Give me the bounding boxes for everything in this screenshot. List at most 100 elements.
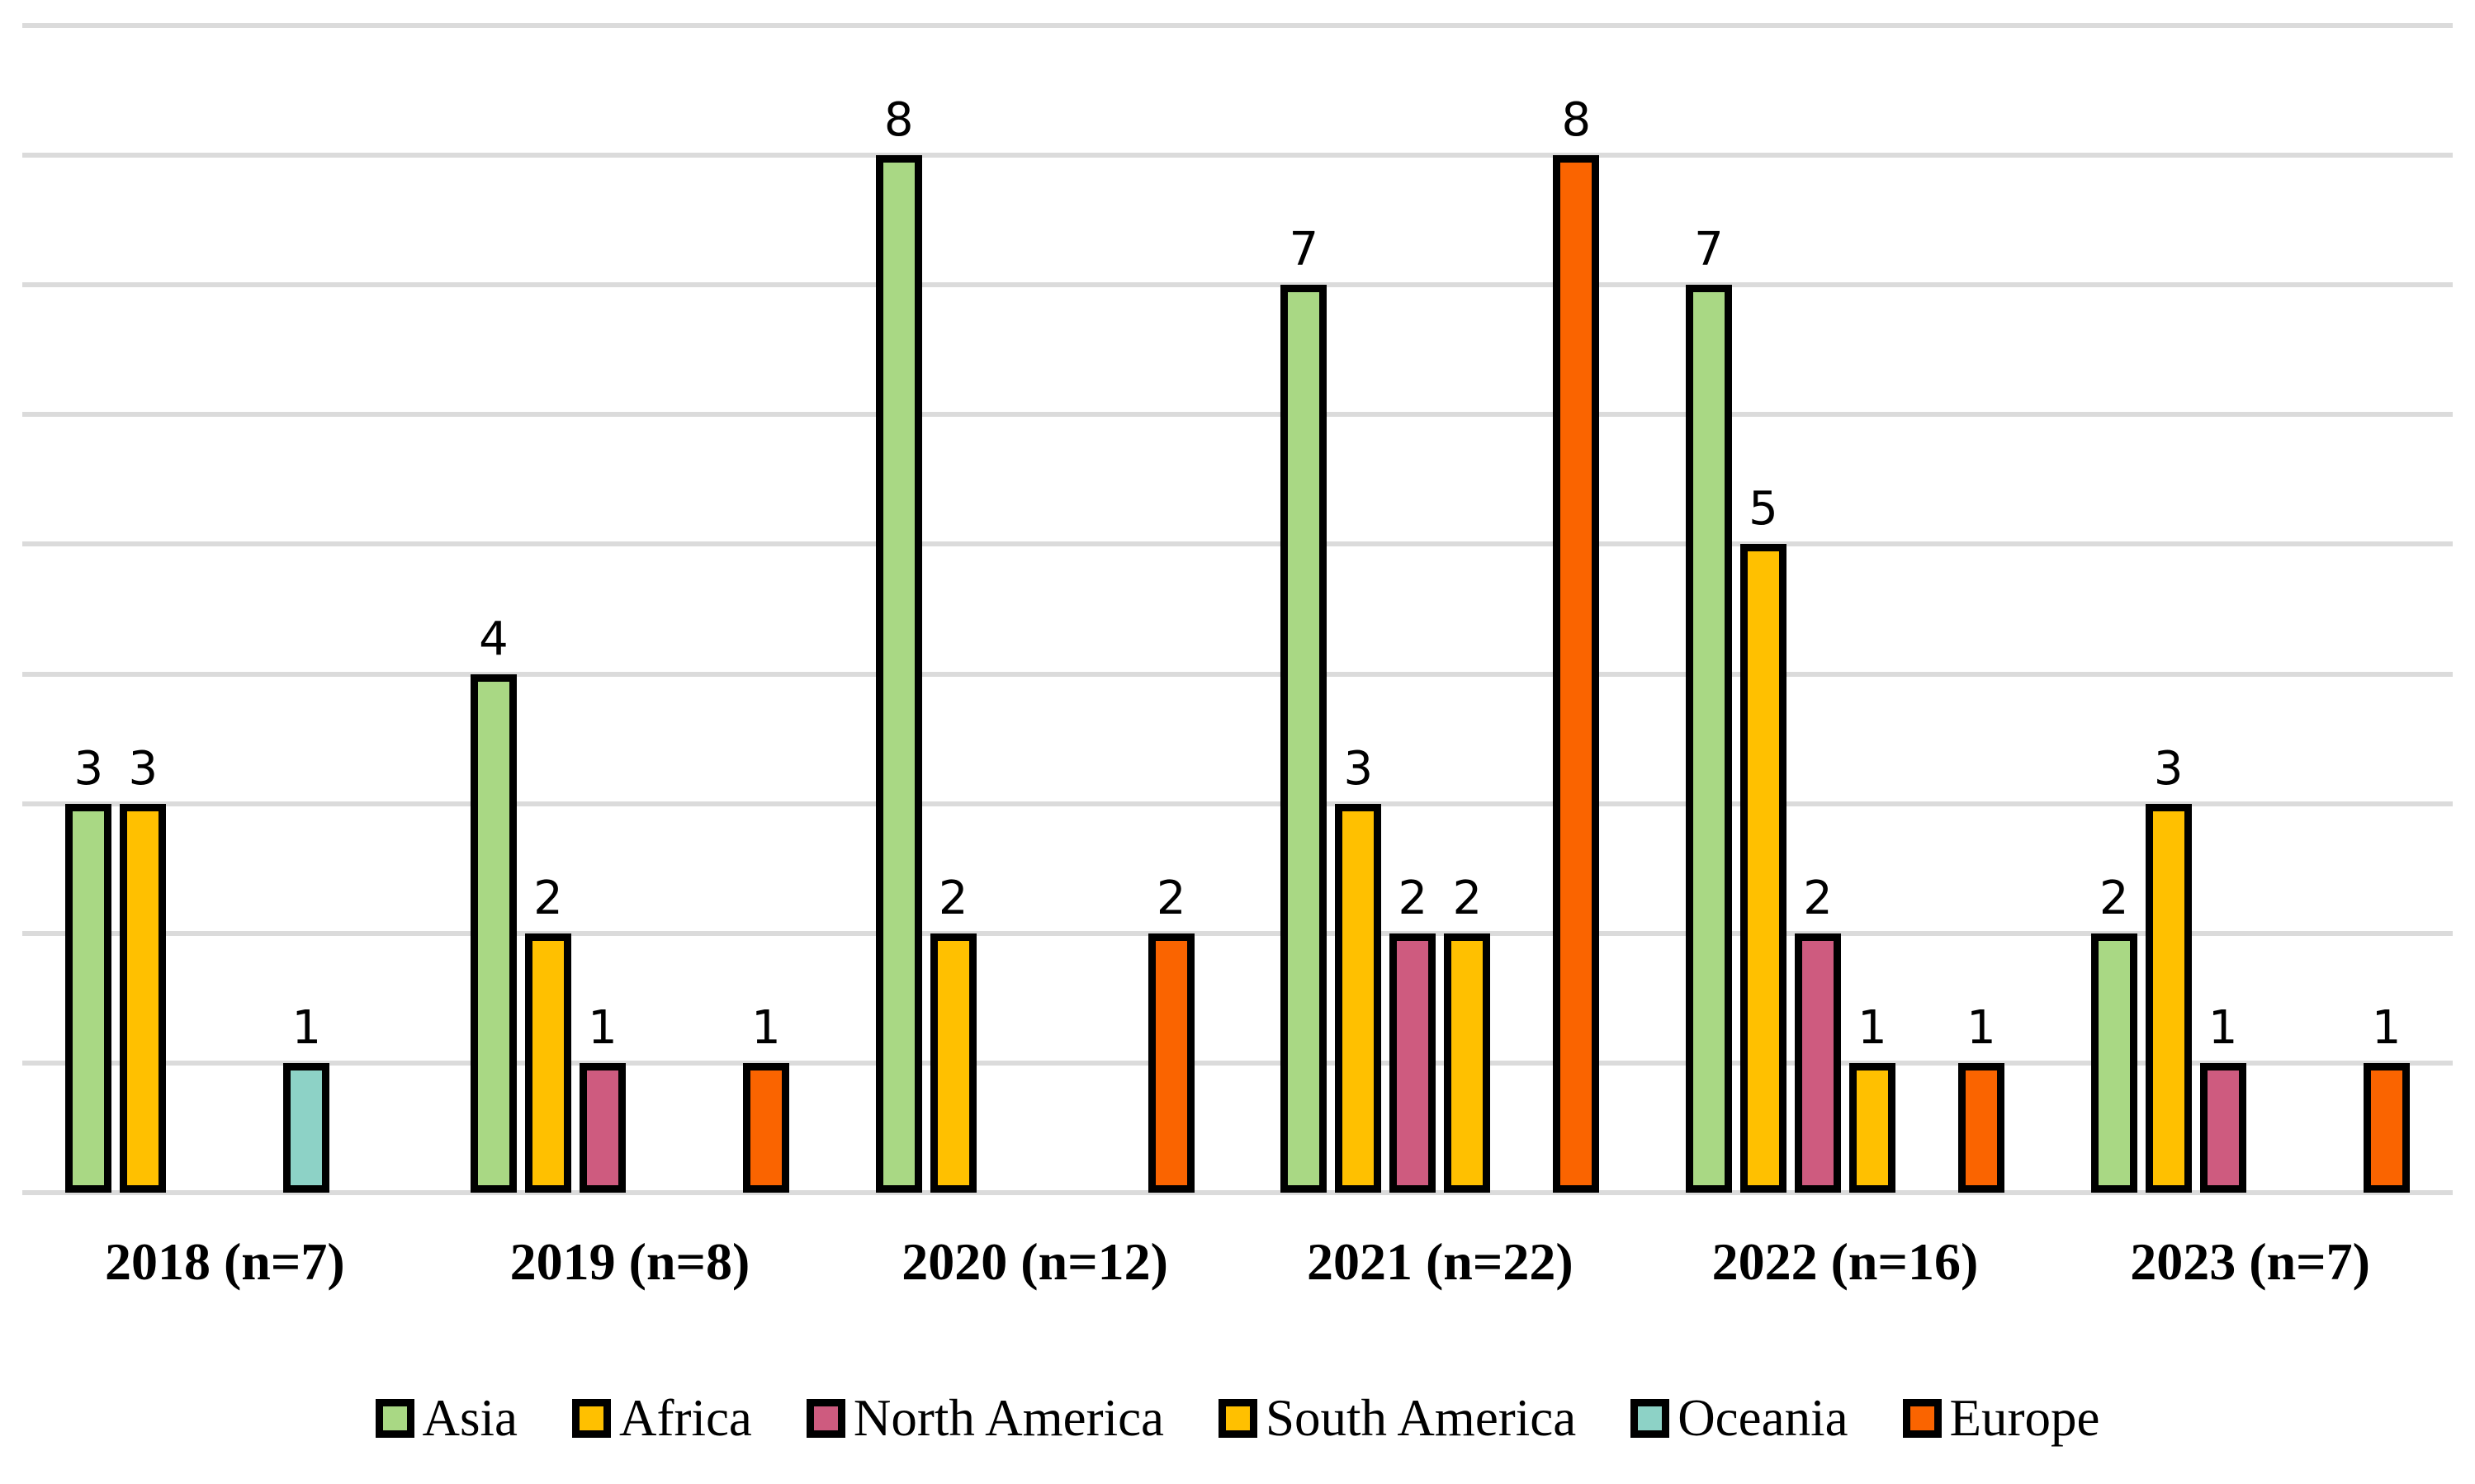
legend-item-north-america: North America [806,1388,1164,1449]
bar-slot-south-america-2018-n-7 [229,26,275,1193]
axis-label-2022-n-16: 2022 (n=16) [1711,1232,1979,1291]
bar-north-america-2019-n-8 [579,1062,626,1193]
bar-slot-oceania-2023-n-7 [2309,26,2355,1193]
bar-slot-asia-2020-n-12: 8 [875,26,922,1193]
axis-label-2023-n-7: 2023 (n=7) [2130,1232,2370,1291]
bar-value-north-america-2019-n-8: 1 [588,1000,618,1055]
bar-slot-north-america-2018-n-7 [174,26,220,1193]
bar-slot-asia-2018-n-7: 3 [65,26,112,1193]
gridline-y9 [22,23,2453,28]
bar-group-2023-n-7: 2 3 1 1 [2047,26,2453,1193]
bar-slot-north-america-2020-n-12 [985,26,1031,1193]
bar-slot-asia-2019-n-8: 4 [470,26,517,1193]
bar-africa-2020-n-12 [930,933,977,1193]
legend-swatch-icon-north-america [806,1399,845,1438]
bar-value-africa-2019-n-8: 2 [533,871,563,925]
bar-value-south-america-2022-n-16: 1 [1857,1000,1887,1055]
bar-value-north-america-2023-n-7: 1 [2208,1000,2238,1055]
bar-value-africa-2023-n-7: 3 [2153,741,2184,796]
legend-item-south-america: South America [1219,1388,1576,1449]
bar-south-america-2022-n-16 [1848,1062,1895,1193]
bar-value-europe-2022-n-16: 1 [1966,1000,1996,1055]
bar-group-2020-n-12: 8 2 2 [832,26,1238,1193]
bar-group-2022-n-16: 7 5 2 1 1 [1643,26,2048,1193]
bar-slot-oceania-2022-n-16 [1904,26,1950,1193]
bar-slot-south-america-2020-n-12 [1039,26,1086,1193]
bar-oceania-2018-n-7 [283,1062,330,1193]
bar-south-america-2021-n-22 [1444,933,1491,1193]
legend-label-south-america: South America [1266,1389,1577,1447]
legend-swatch-icon-europe [1902,1399,1942,1438]
legend-item-asia: Asia [375,1388,518,1449]
bar-value-europe-2023-n-7: 1 [2371,1000,2402,1055]
bar-slot-oceania-2020-n-12 [1094,26,1140,1193]
bar-europe-2022-n-16 [1957,1062,2004,1193]
legend-item-oceania: Oceania [1630,1388,1848,1449]
gridline-y5 [22,541,2453,547]
gridline-y2 [22,930,2453,936]
bar-north-america-2022-n-16 [1794,933,1841,1193]
bar-slot-europe-2023-n-7: 1 [2363,26,2410,1193]
bar-slot-africa-2021-n-22: 3 [1335,26,1382,1193]
legend-label-asia: Asia [422,1389,518,1447]
bar-slot-oceania-2021-n-22 [1498,26,1545,1193]
axis-label-2019-n-8: 2019 (n=8) [509,1232,750,1291]
bar-africa-2019-n-8 [524,933,571,1193]
bar-slot-europe-2021-n-22: 8 [1553,26,1600,1193]
bar-slot-north-america-2022-n-16: 2 [1794,26,1841,1193]
bar-slot-africa-2023-n-7: 3 [2145,26,2192,1193]
bar-slot-oceania-2019-n-8 [689,26,735,1193]
bar-slot-africa-2022-n-16: 5 [1739,26,1786,1193]
bar-asia-2020-n-12 [875,155,922,1193]
bar-north-america-2021-n-22 [1389,933,1436,1193]
bar-europe-2021-n-22 [1553,155,1600,1193]
bar-slot-asia-2022-n-16: 7 [1685,26,1732,1193]
bar-slot-europe-2022-n-16: 1 [1957,26,2004,1193]
bar-value-europe-2019-n-8: 1 [751,1000,781,1055]
bar-africa-2022-n-16 [1739,544,1786,1193]
bar-slot-europe-2020-n-12: 2 [1148,26,1195,1193]
legend-label-oceania: Oceania [1678,1389,1848,1447]
bar-group-2019-n-8: 4 2 1 1 [428,26,833,1193]
bar-asia-2023-n-7 [2090,933,2137,1193]
x-axis-labels: 2018 (n=7) 2019 (n=8) 2020 (n=12) 2021 (n=2… [22,1231,2453,1293]
bar-slot-south-america-2022-n-16: 1 [1848,26,1895,1193]
axis-label-2018-n-7: 2018 (n=7) [104,1232,345,1291]
bar-value-north-america-2021-n-22: 2 [1398,871,1428,925]
bar-africa-2021-n-22 [1335,803,1382,1193]
legend: Asia Africa North America South America Ocea… [0,1388,2475,1449]
bar-asia-2019-n-8 [470,673,517,1193]
bar-slot-south-america-2021-n-22: 2 [1444,26,1491,1193]
legend-swatch-icon-asia [375,1399,414,1438]
bar-slot-north-america-2019-n-8: 1 [579,26,626,1193]
bar-value-asia-2021-n-22: 7 [1289,223,1319,277]
bar-slot-north-america-2023-n-7: 1 [2199,26,2246,1193]
gridline-y3 [22,801,2453,806]
bar-slot-oceania-2018-n-7: 1 [283,26,330,1193]
bar-value-asia-2019-n-8: 4 [479,612,509,666]
bar-value-africa-2021-n-22: 3 [1343,741,1374,796]
bar-slot-south-america-2023-n-7 [2255,26,2301,1193]
bar-slot-europe-2019-n-8: 1 [742,26,789,1193]
bar-value-asia-2023-n-7: 2 [2099,871,2129,925]
legend-label-europe: Europe [1949,1389,2100,1447]
gridline-y6 [22,412,2453,418]
bar-europe-2019-n-8 [742,1062,789,1193]
legend-swatch-icon-africa [571,1399,611,1438]
bar-value-europe-2020-n-12: 2 [1156,871,1186,925]
gridline-y7 [22,282,2453,288]
bar-asia-2022-n-16 [1685,285,1732,1193]
axis-label-2021-n-22: 2021 (n=22) [1306,1232,1573,1291]
bar-value-africa-2020-n-12: 2 [938,871,968,925]
bar-slot-south-america-2019-n-8 [634,26,680,1193]
bar-africa-2023-n-7 [2145,803,2192,1193]
bar-asia-2018-n-7 [65,803,112,1193]
gridline-y8 [22,153,2453,158]
bar-value-europe-2021-n-22: 8 [1561,93,1592,148]
bar-slot-asia-2023-n-7: 2 [2090,26,2137,1193]
legend-item-africa: Africa [571,1388,752,1449]
gridline-y0 [22,1190,2453,1195]
